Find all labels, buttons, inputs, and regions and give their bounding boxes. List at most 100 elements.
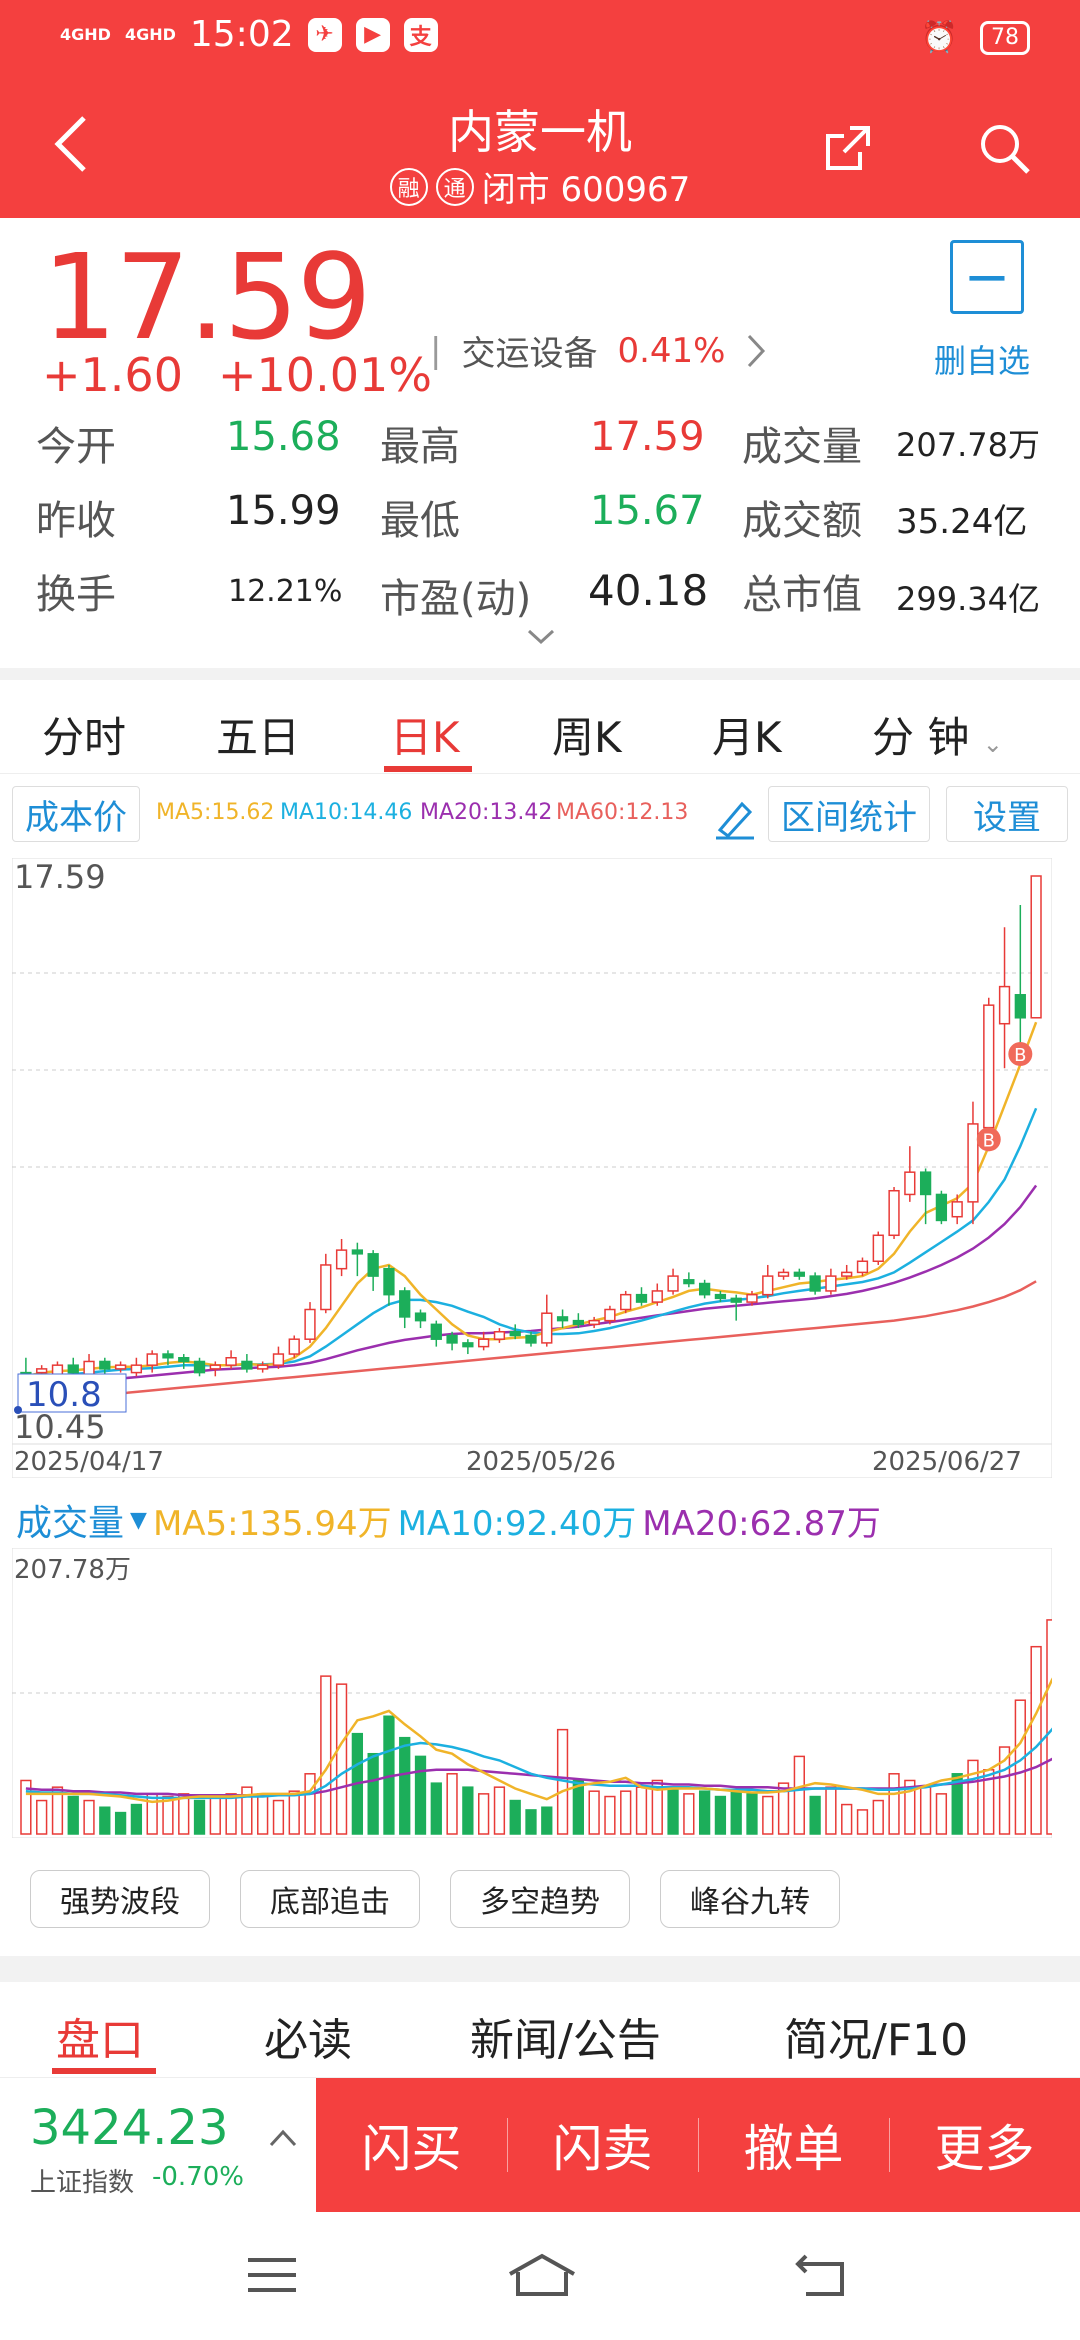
index-value[interactable]: 3424.23: [30, 2100, 229, 2156]
tab-minute-label: 分 钟: [872, 713, 970, 762]
candle-body: [935, 1193, 948, 1222]
home-icon[interactable]: [506, 2250, 578, 2300]
ma60-value: MA60:12.13: [556, 800, 689, 825]
chip-bottom-chase[interactable]: 底部追击: [240, 1870, 420, 1928]
chart-grid: [12, 972, 1052, 1445]
chart-frame: [12, 858, 1052, 1478]
volume-bar: [478, 1793, 490, 1835]
notification-icon: ✈: [307, 17, 342, 52]
candle-body: [714, 1293, 727, 1300]
stat-label: 换手: [36, 572, 116, 618]
candle-body: [99, 1360, 111, 1370]
chart-settings-button[interactable]: 设置: [946, 786, 1068, 842]
tab-minute[interactable]: 分 钟 ⌄: [872, 704, 1003, 765]
chip-bull-bear-trend[interactable]: 多空趋势: [450, 1870, 630, 1928]
caret-down-icon[interactable]: ▼: [130, 1507, 147, 1533]
volume-bar: [430, 1782, 442, 1835]
chip-peak-valley[interactable]: 峰谷九转: [660, 1870, 840, 1928]
search-icon[interactable]: [976, 120, 1032, 176]
chip-strong-band[interactable]: 强势波段: [30, 1870, 210, 1928]
chevron-up-icon[interactable]: [268, 2128, 298, 2148]
section-divider: [0, 668, 1080, 680]
more-button[interactable]: 更多: [889, 2078, 1080, 2212]
tab-daily-k[interactable]: 日K: [390, 713, 460, 762]
chevron-right-icon: [748, 334, 766, 367]
candle-body: [620, 1293, 632, 1311]
stat-label: 今开: [36, 424, 116, 470]
minus-icon: −: [963, 244, 1011, 310]
volume-bar: [904, 1779, 916, 1835]
draw-pencil-icon[interactable]: [712, 794, 758, 840]
volume-bar: [635, 1786, 648, 1835]
tab-monthly-k[interactable]: 月K: [712, 713, 782, 762]
last-price: 17.59: [42, 228, 372, 366]
volume-bar: [193, 1799, 206, 1835]
volume-bar: [888, 1773, 900, 1835]
sector-link[interactable]: | 交运设备 0.41%: [430, 326, 767, 375]
volume-bar: [146, 1793, 158, 1835]
tab-weekly-k[interactable]: 周K: [552, 713, 622, 762]
volume-bar: [399, 1736, 411, 1835]
battery-indicator: 78: [980, 20, 1030, 55]
stat-label: 成交量: [742, 424, 862, 470]
vol-ma5-value: MA5:135.94万: [152, 1503, 392, 1544]
volume-bar: [320, 1675, 332, 1835]
candle-body: [793, 1271, 805, 1277]
candle-body: [651, 1290, 663, 1303]
remove-watchlist-label[interactable]: 删自选: [934, 342, 1031, 380]
volume-bar: [335, 1683, 348, 1835]
candle-body: [588, 1319, 600, 1326]
volume-chart[interactable]: 207.78万: [12, 1548, 1052, 1838]
active-tab-indicator: [384, 766, 472, 772]
tab-f10[interactable]: 简况/F10: [784, 2015, 969, 2066]
cancel-order-button[interactable]: 撤单: [698, 2078, 889, 2212]
volume-bar: [114, 1811, 127, 1835]
stock-subtitle: 融 通 闭市 600967: [0, 162, 1080, 211]
back-nav-icon[interactable]: [792, 2250, 852, 2300]
volume-bar: [856, 1809, 869, 1835]
share-icon[interactable]: [820, 120, 876, 176]
volume-bar: [1014, 1699, 1026, 1835]
cost-price-button[interactable]: 成本价: [12, 786, 140, 842]
flash-sell-button[interactable]: 闪卖: [507, 2078, 698, 2212]
remove-watchlist-button[interactable]: −: [950, 240, 1024, 314]
section-divider: [0, 1956, 1080, 1982]
trade-actions: 闪买 闪卖 撤单 更多: [316, 2078, 1080, 2212]
candle-body: [604, 1308, 616, 1322]
tab-order-book[interactable]: 盘口: [56, 2015, 144, 2066]
volume-selector[interactable]: 成交量: [16, 1503, 125, 1544]
candle-body: [225, 1357, 237, 1366]
low-marker: 10.8: [14, 1373, 127, 1415]
volume-bar: [572, 1779, 584, 1835]
menu-icon[interactable]: [242, 2250, 302, 2300]
candle-body: [493, 1331, 506, 1340]
system-nav-bar: [0, 2212, 1080, 2340]
candle-body: [951, 1201, 963, 1218]
range-stats-button[interactable]: 区间统计: [768, 786, 930, 842]
candle-body: [888, 1189, 900, 1237]
volume-bar: [872, 1799, 884, 1835]
price-max-label: 17.59: [14, 858, 106, 896]
volume-bar: [36, 1799, 48, 1835]
candle-body: [746, 1293, 758, 1303]
tab-must-read[interactable]: 必读: [264, 2015, 352, 2066]
candle-body: [478, 1338, 490, 1348]
volume-bar: [620, 1790, 632, 1835]
market-status: 闭市 600967: [481, 170, 691, 210]
volume-max-label: 207.78万: [14, 1555, 131, 1585]
candle-body: [162, 1353, 174, 1359]
ma60-line: [25, 1280, 1037, 1404]
candle-body: [193, 1360, 206, 1374]
stat-label: 市盈(动): [380, 576, 532, 622]
volume-bar: [304, 1773, 316, 1835]
flash-buy-button[interactable]: 闪买: [361, 2120, 462, 2178]
tab-five-day[interactable]: 五日: [216, 713, 301, 762]
tab-news[interactable]: 新闻/公告: [470, 2015, 661, 2066]
expand-chevron-icon[interactable]: [526, 628, 556, 646]
volume-bar: [209, 1795, 221, 1835]
back-button[interactable]: [50, 112, 90, 187]
index-name: 上证指数: [30, 2168, 135, 2198]
sector-name: 交运设备: [461, 334, 598, 374]
tab-intraday[interactable]: 分时: [42, 713, 127, 762]
candlestick-chart[interactable]: BB 17.59 10.45 10.8 2025/04/17 2025/05/2…: [12, 858, 1052, 1478]
